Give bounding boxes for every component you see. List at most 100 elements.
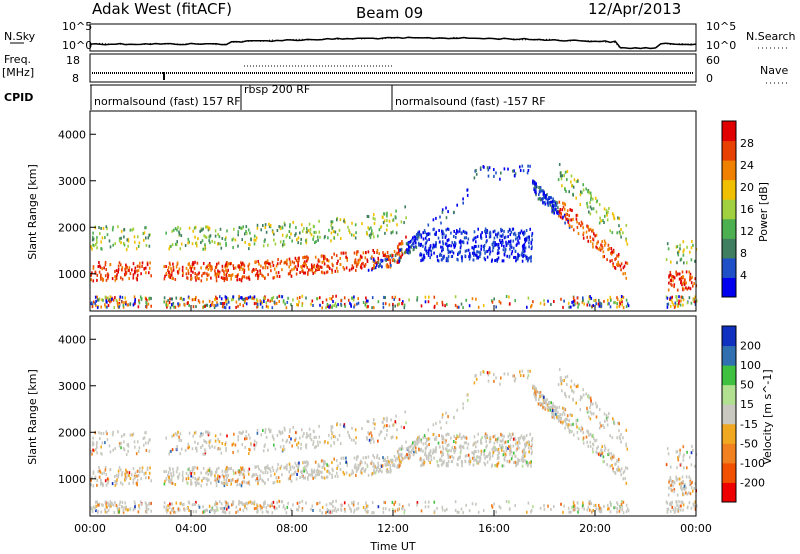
power-cell [297,241,299,245]
power-cell [295,272,298,276]
velocity-cell [345,460,348,464]
velocity-cell [404,455,407,459]
power-cell [215,275,218,279]
velocity-cell [545,402,547,406]
power-cell [131,268,133,272]
velocity-cell [559,376,562,380]
velocity-cell [580,429,582,433]
power-cell [572,300,575,303]
power-cell [188,304,190,308]
power-cell [476,235,479,239]
velocity-cell [256,474,259,478]
power-cell [595,210,598,214]
power-cell [299,231,301,235]
velocity-cell [539,393,541,397]
velocity-cell [625,503,628,507]
velocity-cell [678,482,681,486]
velocity-cell [398,503,401,507]
velocity-cell [398,453,400,457]
velocity-cell [499,446,502,450]
power-cell [453,210,455,214]
power-cell [562,201,564,205]
power-cell [403,221,405,225]
velocity-cell [592,412,595,416]
velocity-cell [202,432,204,436]
velocity-cell [625,481,628,485]
velocity-cell [445,464,448,468]
power-cell [552,205,555,209]
velocity-cell [283,448,286,451]
power-cell [376,251,378,254]
power-cell [228,274,230,277]
power-cell [241,276,243,280]
velocity-cell [134,506,136,510]
velocity-cell [290,479,293,483]
velocity-cell [557,383,560,387]
power-cell [273,300,276,304]
velocity-cell [543,395,545,399]
power-cell [225,269,228,273]
power-cell [168,247,170,251]
velocity-cell [424,451,427,455]
power-cell [524,246,527,250]
velocity-cell [428,443,430,446]
power-cell [551,204,554,208]
xtick-label: 04:00 [175,522,207,535]
power-cell [137,235,139,239]
velocity-cell [271,465,274,469]
power-cell [296,296,299,300]
velocity-cell [169,511,172,515]
velocity-cell [502,464,505,468]
velocity-cell [265,509,268,513]
power-cell [351,264,354,268]
velocity-cell [363,469,366,473]
power-cell [333,304,336,307]
power-cell [295,232,297,236]
power-cell [597,240,599,244]
velocity-cell [339,423,342,427]
velocity-cell [620,473,622,477]
power-cell [523,243,526,247]
velocity-cell [287,477,290,481]
velocity-cell [620,433,622,437]
power-heatmap [90,163,698,310]
velocity-cell [309,432,312,436]
velocity-cell [195,446,197,450]
velocity-cell [247,501,250,505]
velocity-cell [287,501,289,505]
power-cell [307,271,309,275]
power-cell [552,197,554,201]
velocity-cell [239,501,241,505]
power-cell [596,199,598,203]
power-cell [554,208,556,212]
velocity-cell [267,503,269,507]
velocity-cell [175,448,178,452]
power-cell [409,239,412,243]
velocity-cell [380,464,383,468]
velocity-cell [601,449,603,453]
power-cell [232,246,234,249]
power-cell [515,237,517,241]
power-cell [683,287,685,291]
velocity-cell [244,504,246,508]
freq-right-tick-low: 0 [706,72,713,85]
power-cell [610,251,612,255]
power-cell [210,276,212,280]
velocity-cell [148,471,151,475]
velocity-cell [405,447,408,451]
velocity-cell [295,464,298,468]
velocity-cell [181,473,184,477]
power-cell [384,231,386,235]
power-cell [191,242,194,246]
velocity-cell [556,406,558,410]
velocity-cell [221,473,224,477]
velocity-cell [524,445,527,449]
velocity-cell [323,464,325,468]
power-cell [471,251,474,255]
velocity-cell [462,434,465,438]
power-cell [407,245,410,249]
velocity-cell [502,453,505,457]
power-cell [498,251,500,255]
velocity-cell [236,479,239,483]
